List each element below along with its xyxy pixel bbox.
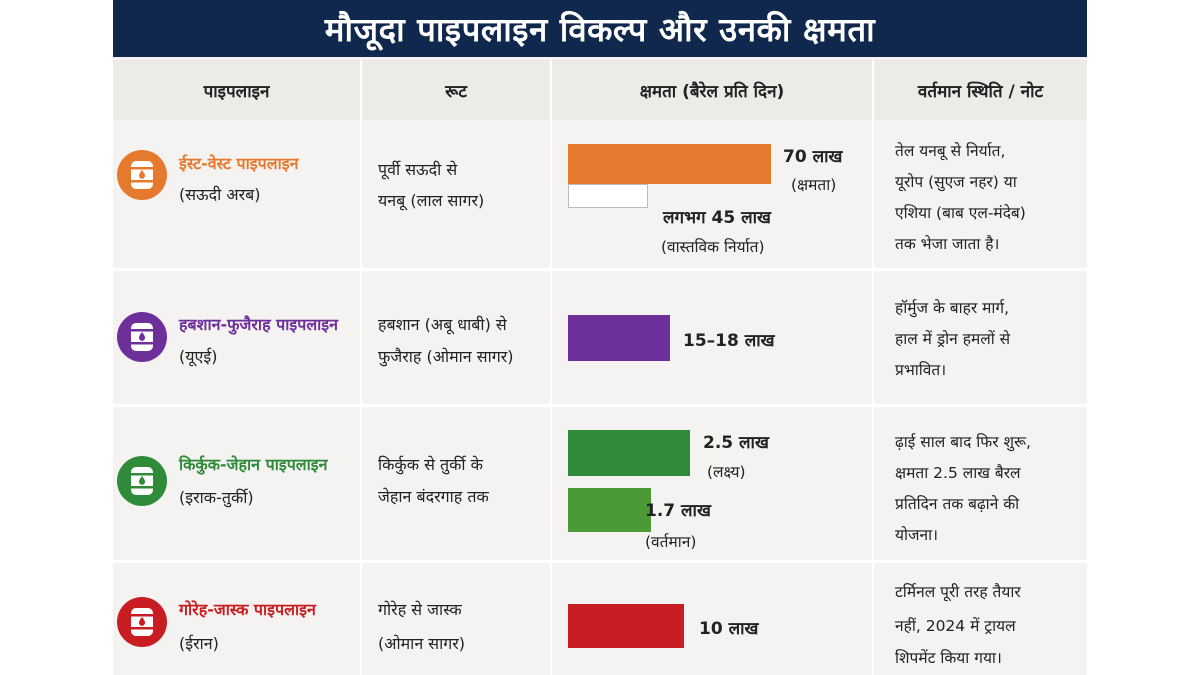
bar-sub-label: (लक्ष्य)	[707, 463, 746, 481]
bar-value-label: 2.5 लाख	[703, 433, 769, 453]
oil-barrel-icon	[117, 597, 167, 647]
note-text: योजना।	[895, 526, 938, 544]
oil-barrel-icon	[117, 150, 167, 200]
bar-kirkuk-target	[568, 430, 690, 476]
route-text: पूर्वी सऊदी से	[378, 160, 458, 179]
bar-east-west-capacity	[568, 144, 771, 184]
bar-value-label: लगभग 45 लाख	[663, 208, 771, 228]
pipeline-country: (यूएई)	[179, 347, 218, 366]
table-header: पाइपलाइन रूट क्षमता (बैरेल प्रति दिन) वर…	[113, 60, 1087, 120]
header-status: वर्तमान स्थिति / नोट	[917, 81, 1044, 102]
note-text: ढ़ाई साल बाद फिर शुरू,	[895, 433, 1031, 451]
note-text: टर्मिनल पूरी तरह तैयार	[895, 583, 1021, 601]
note-text: शिपमेंट किया गया।	[895, 649, 1002, 667]
note-text: एशिया (बाब एल-मंदेब)	[895, 204, 1026, 222]
pipeline-infographic: मौजूदा पाइपलाइन विकल्प और उनकी क्षमता पा…	[113, 0, 1087, 675]
pipeline-name: हबशान-फुजैराह पाइपलाइन	[179, 315, 339, 334]
column-divider	[872, 60, 874, 675]
route-text: किर्कुक से तुर्की के	[378, 455, 483, 474]
bar-east-west-actual	[568, 184, 648, 208]
bar-value-label: 1.7 लाख	[645, 501, 711, 521]
bar-sub-label: (वर्तमान)	[645, 533, 697, 551]
row-divider	[113, 268, 1087, 271]
oil-barrel-icon	[117, 312, 167, 362]
note-text: क्षमता 2.5 लाख बैरल	[895, 464, 1021, 482]
note-text: तक भेजा जाता है।	[895, 235, 1000, 253]
pipeline-name: किर्कुक-जेहान पाइपलाइन	[179, 455, 328, 474]
oil-barrel-icon	[117, 456, 167, 506]
pipeline-country: (इराक-तुर्की)	[179, 488, 254, 507]
column-divider	[550, 60, 552, 675]
row-divider	[113, 404, 1087, 407]
bar-sub-label: (वास्तविक निर्यात)	[661, 238, 765, 256]
route-text: हबशान (अबू धाबी) से	[378, 315, 507, 334]
bar-habshan-capacity	[568, 315, 670, 361]
bar-value-label: 15–18 लाख	[683, 331, 775, 351]
route-text: (ओमान सागर)	[378, 634, 466, 653]
header-pipeline: पाइपलाइन	[203, 81, 270, 102]
column-divider	[360, 60, 362, 675]
bar-sub-label: (क्षमता)	[791, 176, 837, 194]
note-text: हाल में ड्रोन हमलों से	[895, 330, 1011, 348]
header-route: रूट	[445, 81, 467, 102]
route-text: गोरेह से जास्क	[378, 600, 462, 619]
pipeline-name: गोरेह-जास्क पाइपलाइन	[179, 600, 316, 619]
pipeline-name: ईस्ट-वेस्ट पाइपलाइन	[179, 154, 299, 173]
pipeline-country: (ईरान)	[179, 634, 219, 653]
bar-value-label: 70 लाख	[783, 147, 843, 167]
note-text: प्रतिदिन तक बढ़ाने की	[895, 495, 1020, 513]
note-text: यूरोप (सुएज नहर) या	[895, 173, 1017, 191]
note-text: प्रभावित।	[895, 361, 947, 379]
route-text: यनबू (लाल सागर)	[378, 191, 485, 210]
row-divider	[113, 560, 1087, 563]
note-text: नहीं, 2024 में ट्रायल	[895, 617, 1016, 635]
pipeline-country: (सऊदी अरब)	[179, 185, 261, 204]
header-capacity: क्षमता (बैरेल प्रति दिन)	[639, 81, 785, 102]
route-text: जेहान बंदरगाह तक	[378, 487, 489, 506]
bar-goreh-capacity	[568, 604, 684, 648]
note-text: हॉर्मुज के बाहर मार्ग,	[895, 299, 1010, 317]
route-text: फुजैराह (ओमान सागर)	[378, 347, 514, 366]
page-title: मौजूदा पाइपलाइन विकल्प और उनकी क्षमता	[113, 0, 1087, 57]
bar-kirkuk-current	[568, 488, 651, 532]
note-text: तेल यनबू से निर्यात,	[895, 142, 1006, 160]
bar-value-label: 10 लाख	[699, 619, 759, 639]
